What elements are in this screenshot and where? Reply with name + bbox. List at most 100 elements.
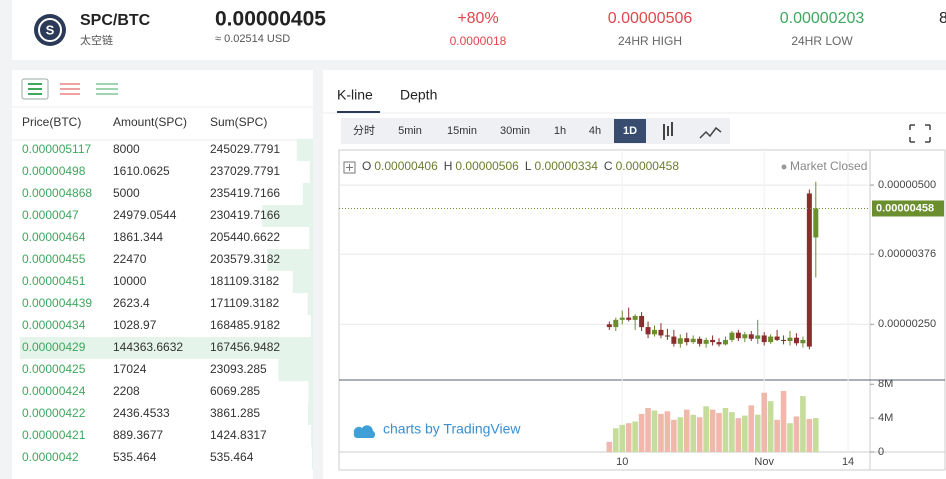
line-icon[interactable] [699,126,722,139]
legend-toggle[interactable] [343,161,356,174]
candle-body [806,193,812,347]
volume-bar [677,417,684,452]
interval[interactable]: 1D [623,125,637,137]
sum[interactable]: 235419.7166 [210,186,280,200]
depth-bar [308,403,313,425]
tab[interactable]: Depth [400,87,437,103]
candle-body [632,315,638,320]
sum[interactable]: 230419.7166 [210,208,280,222]
interval[interactable]: 分时 [353,124,375,137]
depth-bar [309,161,313,183]
interval-active[interactable] [614,119,646,143]
tradingview-logo [353,425,376,438]
amount[interactable]: 2208 [113,384,140,398]
amount[interactable]: 1861.344 [113,230,163,244]
candle-body [755,335,761,339]
legend-value: 0.00000334 [535,159,599,173]
candle-body [606,324,612,328]
chart-type-icons[interactable] [663,122,722,140]
amount[interactable]: 8000 [113,142,140,156]
price[interactable]: 0.0000042 [22,450,79,464]
y-tick-label: 0.00000250 [878,318,936,330]
amount[interactable]: 1610.0625 [113,164,170,178]
price[interactable]: 0.000005117 [22,142,92,156]
order-book-panel [12,70,313,479]
price[interactable]: 0.00000498 [22,164,86,178]
amount[interactable]: 535.464 [113,450,157,464]
amount[interactable]: 17024 [113,362,147,376]
sum[interactable]: 205440.6622 [210,230,280,244]
amount[interactable]: 144363.6632 [113,340,183,354]
amount[interactable]: 2623.4 [113,296,150,310]
sum[interactable]: 535.464 [210,450,254,464]
watermark: charts by TradingView [383,421,521,437]
coin-logo-ring [38,18,62,42]
change-pct: +80% [457,10,498,27]
price[interactable]: 0.00000464 [22,230,86,244]
interval[interactable]: 5min [398,125,422,137]
price[interactable]: 0.00000425 [22,362,86,376]
interval[interactable]: 1h [554,125,566,137]
sum[interactable]: 23093.285 [210,362,267,376]
high-label: 24HR HIGH [618,34,682,48]
volume-bar [703,406,709,452]
candle-body [677,338,683,344]
price[interactable]: 0.00000422 [22,406,86,420]
interval[interactable]: 30min [500,125,530,137]
volume-bar [612,428,619,452]
price[interactable]: 0.000004439 [22,296,92,310]
candle-body [787,337,793,342]
view-icon-lines[interactable] [96,83,118,95]
price[interactable]: 0.00000421 [22,428,86,442]
volume-bar [638,413,645,452]
price[interactable]: 0.00000451 [22,274,86,288]
sum[interactable]: 168485.9182 [210,318,280,332]
amount[interactable]: 1028.97 [113,318,157,332]
interval[interactable]: 15min [447,125,477,137]
volume-bar [651,410,658,452]
book-view-icons[interactable] [21,78,118,100]
volume-bar [735,418,742,452]
amount[interactable]: 10000 [113,274,147,288]
sum[interactable]: 3861.285 [210,406,260,420]
candle-body [813,208,819,238]
sum[interactable]: 171109.3182 [210,296,280,310]
sum[interactable]: 237029.7791 [210,164,280,178]
fullscreen-icon[interactable] [909,124,931,143]
depth-bar [267,249,313,271]
price[interactable]: 0.00000424 [22,384,86,398]
price[interactable]: 0.0000047 [22,208,79,222]
sum[interactable]: 1424.8317 [210,428,267,442]
sum[interactable]: 167456.9482 [210,340,280,354]
view-icon-lines[interactable] [60,83,80,95]
sum[interactable]: 181109.3182 [210,274,280,288]
column-header: Amount(SPC) [113,115,187,129]
candle-icon[interactable] [663,122,673,140]
candle-body [800,339,806,344]
price[interactable]: 0.000004868 [22,186,92,200]
tab[interactable]: K-line [337,87,373,103]
sum[interactable]: 6069.285 [210,384,260,398]
price[interactable]: 0.00000434 [22,318,86,332]
volume-bar [632,421,638,452]
price[interactable]: 0.00000455 [22,252,86,266]
volume-bar [742,415,748,452]
price[interactable]: 0.00000429 [22,340,86,354]
kline-chart: 0.00000250 0.00000376 0.00000500 0 4M 8M 10 Nov… [339,150,944,468]
depth-bar [296,139,313,161]
volume-bar [645,407,651,452]
x-tick-label: 10 [616,456,628,468]
amount[interactable]: 22470 [113,252,147,266]
sum[interactable]: 245029.7791 [210,142,280,156]
amount[interactable]: 889.3677 [113,428,163,442]
volume-bar [606,441,613,452]
legend-key: C [604,159,613,173]
volume-bar [787,423,793,452]
amount[interactable]: 2436.4533 [113,406,170,420]
coin-name: 太空链 [80,33,113,47]
sum[interactable]: 203579.3182 [210,252,280,266]
interval[interactable]: 4h [589,125,601,137]
volume-bar [658,413,664,452]
amount[interactable]: 5000 [113,186,140,200]
amount[interactable]: 24979.0544 [113,208,177,222]
